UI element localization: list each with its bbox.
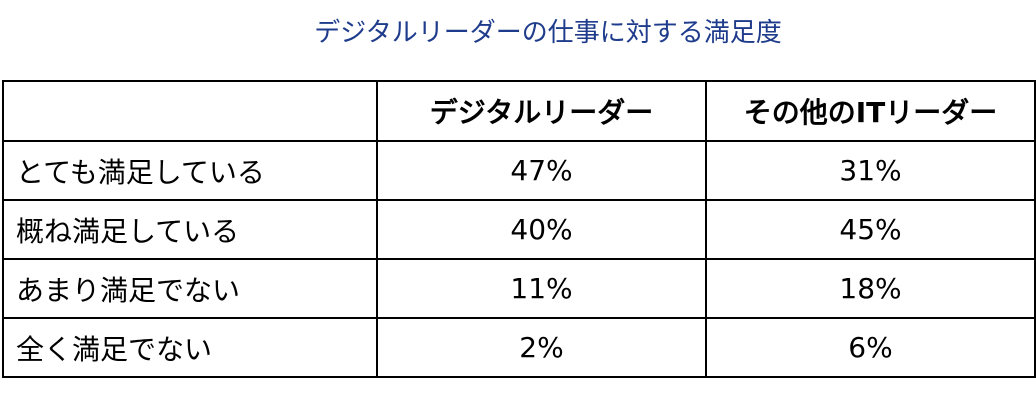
cell: 31%	[705, 140, 1036, 201]
cell: 6%	[705, 317, 1036, 378]
row-label: とても満足している	[2, 140, 378, 201]
cell: 40%	[376, 199, 707, 260]
satisfaction-table: デジタルリーダー その他のITリーダー とても満足している 47% 31% 概ね満足して…	[2, 80, 1036, 378]
table-row: とても満足している 47% 31%	[2, 140, 1036, 201]
header-cell: その他のITリーダー	[705, 80, 1036, 142]
header-cell	[2, 80, 378, 142]
header-row: デジタルリーダー その他のITリーダー	[2, 80, 1036, 142]
cell: 47%	[376, 140, 707, 201]
table-row: 全く満足でない 2% 6%	[2, 317, 1036, 378]
table-body: とても満足している 47% 31% 概ね満足している 40% 45% あまり満足でない 11%…	[2, 140, 1036, 378]
row-label: 概ね満足している	[2, 199, 378, 260]
cell: 45%	[705, 199, 1036, 260]
cell: 18%	[705, 258, 1036, 319]
cell: 2%	[376, 317, 707, 378]
row-label: 全く満足でない	[2, 317, 378, 378]
row-label: あまり満足でない	[2, 258, 378, 319]
table-row: あまり満足でない 11% 18%	[2, 258, 1036, 319]
cell: 11%	[376, 258, 707, 319]
table-row: 概ね満足している 40% 45%	[2, 199, 1036, 260]
header-cell: デジタルリーダー	[376, 80, 707, 142]
title: デジタルリーダーの仕事に対する満足度	[314, 18, 782, 48]
